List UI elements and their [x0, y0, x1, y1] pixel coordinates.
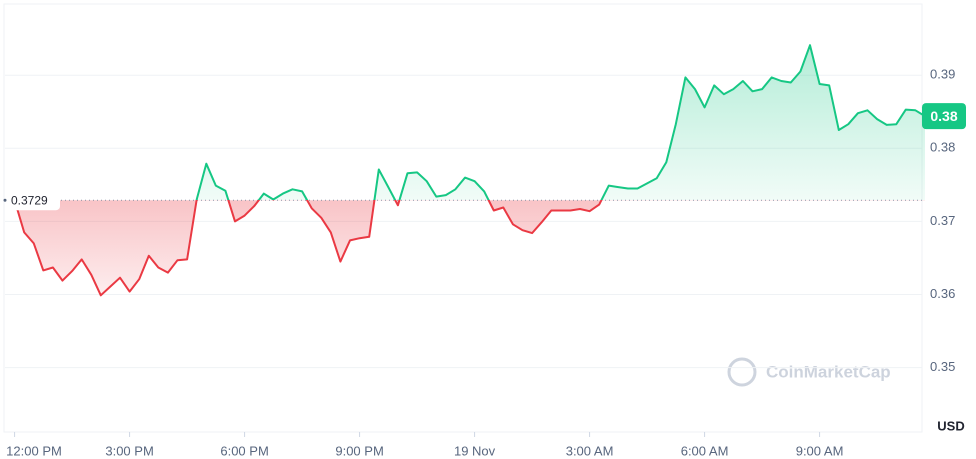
x-tick-label: 6:00 AM	[681, 443, 729, 458]
y-tick-label: 0.36	[930, 286, 955, 301]
reference-label: 0.3729	[11, 193, 48, 207]
plot-frame	[3, 3, 923, 433]
watermark: CoinMarketCap	[727, 357, 891, 387]
x-tick-label: 9:00 PM	[335, 443, 383, 458]
reference-dot	[3, 198, 7, 202]
x-tick-label: 6:00 PM	[220, 443, 268, 458]
x-tick-label: 3:00 AM	[566, 443, 614, 458]
price-line	[13, 44, 926, 297]
y-tick-label: 0.35	[930, 359, 955, 374]
x-tick-label: 9:00 AM	[796, 443, 844, 458]
y-axis-label: USD	[937, 418, 964, 433]
y-tick-label: 0.38	[930, 140, 955, 155]
x-tick-label: 12:00 PM	[6, 443, 62, 458]
price-area	[14, 45, 926, 296]
watermark-text: CoinMarketCap	[766, 362, 891, 381]
last-price-badge	[922, 103, 966, 130]
x-tick-label: 19 Nov	[454, 443, 496, 458]
y-tick-label: 0.37	[930, 213, 955, 228]
reference-label-box	[6, 190, 60, 211]
last-price-label: 0.38	[930, 108, 957, 124]
y-tick-label: 0.39	[930, 67, 955, 82]
x-tick-label: 3:00 PM	[105, 443, 153, 458]
